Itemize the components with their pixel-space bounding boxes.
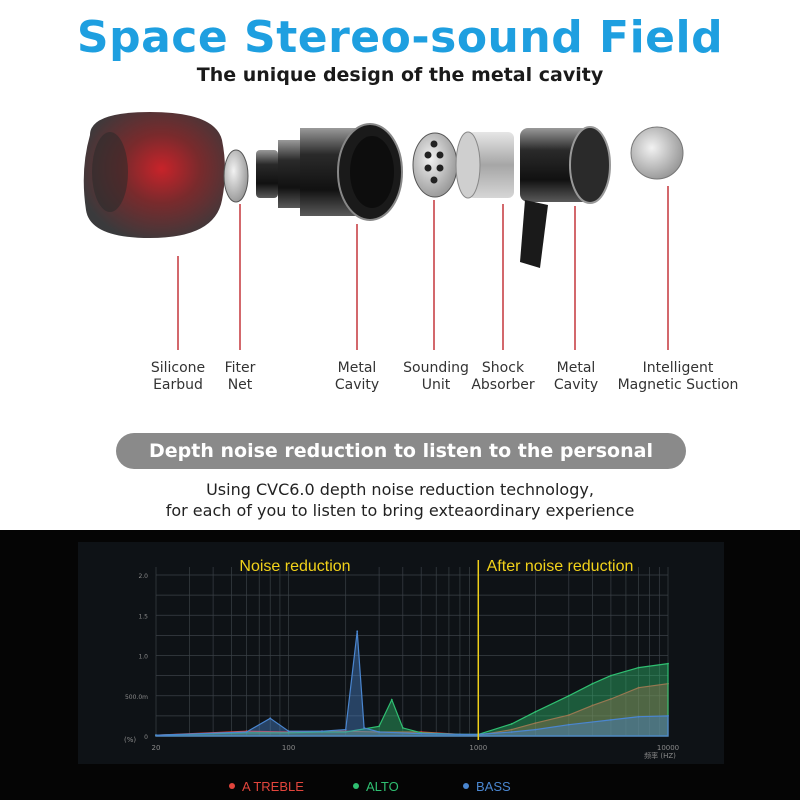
filter-net-image [223,149,249,203]
chart-legend: A TREBLE ALTO BASS [229,779,511,794]
data-point-bass [356,630,359,633]
legend-label-a-treble: A TREBLE [242,779,304,794]
data-point-a-treble [534,722,537,724]
metal-cavity-back-image [520,126,611,268]
data-point-bass [534,728,537,731]
chart-grid [155,567,669,737]
leader-lines [177,186,669,350]
legend-marker-bass [463,783,469,789]
data-point-alto [637,666,640,669]
part-label-magnetic-suction: Intelligent Magnetic Suction [617,360,739,393]
data-point-alto [390,698,393,701]
data-point-bass [420,732,423,735]
data-point-bass [287,730,290,733]
data-point-bass [510,731,513,733]
data-point-alto [591,682,594,685]
y-tick-label: 1.5 [138,613,148,620]
magnetic-suction-image [630,126,684,180]
page-subtitle: The unique design of the metal cavity [196,64,604,86]
part-label-silicone-earbud: Silicone Earbud [150,360,206,393]
x-tick-label: 100 [282,744,295,752]
x-tick-label: 20 [152,744,161,752]
data-point-bass [321,730,323,733]
legend-label-alto: ALTO [366,779,399,794]
y-tick-label: 500.0m [125,694,148,701]
legend-label-bass: BASS [476,779,511,794]
data-point-a-treble [510,728,513,731]
data-point-bass [667,715,669,717]
noise-reduction-chart-panel: Noise reduction After noise reduction 2.… [0,530,800,800]
data-point-a-treble [610,698,612,700]
data-point-alto [567,694,570,697]
data-point-bass [378,731,380,733]
data-point-bass [567,723,570,726]
y-tick-label: 1.0 [138,654,148,661]
chart-y-unit: (%) [124,736,136,744]
data-point-bass [344,728,347,731]
earphone-exploded-view [83,112,684,350]
feature-description: Using CVC6.0 depth noise reduction techn… [0,479,800,521]
chart-plot-background [78,542,724,764]
shock-absorber-image [455,131,514,199]
data-point-bass [459,733,461,736]
silicone-earbud-image [83,112,225,238]
description-line-1: Using CVC6.0 depth noise reduction techn… [206,480,594,499]
data-point-alto [610,674,612,677]
data-point-alto [510,723,513,725]
sounding-unit-image [412,132,458,198]
chart-y-ticks: 2.0 1.5 1.0 500.0m 0 [125,573,148,741]
data-point-a-treble [567,714,570,716]
page-title: Space Stereo-sound Field [76,12,724,63]
part-label-metal-cavity-front: Metal Cavity [334,360,380,393]
chart-x-ticks: 20 100 1000 10000 [152,744,680,752]
metal-cavity-front-image [256,123,403,221]
x-tick-label: 10000 [657,744,679,752]
data-point-bass [155,734,157,737]
data-point-bass [610,719,612,721]
data-point-bass [269,717,272,720]
data-point-alto [667,662,669,665]
data-point-a-treble [591,704,594,707]
data-point-alto [534,710,537,713]
legend-marker-alto [353,783,359,789]
part-label-shock-absorber: Shock Absorber [471,360,535,393]
part-label-metal-cavity-back: Metal Cavity [553,360,599,393]
data-point-alto [401,727,404,729]
noise-reduction-chart: Noise reduction After noise reduction 2.… [78,542,724,794]
data-point-alto [344,731,347,733]
part-label-filter-net: Fiter Net [224,360,256,393]
chart-region-label-before: Noise reduction [239,558,350,575]
data-point-a-treble [637,686,640,689]
data-point-bass [363,727,365,729]
y-tick-label: 2.0 [138,573,148,580]
legend-marker-a-treble [229,783,235,789]
part-label-sounding-unit: Sounding Unit [403,360,469,393]
data-point-alto [287,731,290,734]
y-tick-label: 0 [144,734,148,741]
data-point-bass [637,715,640,718]
x-tick-label: 1000 [469,744,487,752]
description-line-2: for each of you to listen to bring extea… [165,501,635,520]
chart-region-label-after: After noise reduction [487,558,634,575]
chart-x-axis-label: 频率 (HZ) [644,751,676,760]
data-point-bass [245,731,248,733]
feature-banner: Depth noise reduction to listen to the p… [116,433,686,498]
data-point-alto [378,725,380,728]
